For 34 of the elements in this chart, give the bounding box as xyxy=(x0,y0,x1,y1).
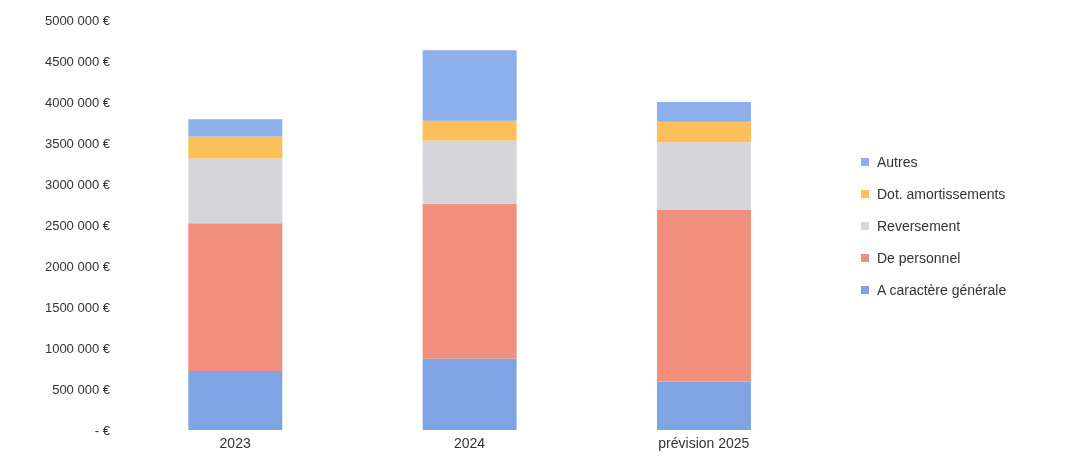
bar xyxy=(188,136,283,159)
bar xyxy=(656,102,751,122)
legend-label: Reversement xyxy=(877,218,961,234)
bar xyxy=(422,358,517,430)
bar xyxy=(656,121,751,143)
y-tick-label: - € xyxy=(94,422,111,438)
y-tick-label: 1500 000 € xyxy=(44,299,111,315)
bar xyxy=(422,203,517,359)
bar xyxy=(422,140,517,204)
y-tick-label: 4500 000 € xyxy=(44,53,111,69)
y-tick-label: 500 000 € xyxy=(52,381,111,397)
bar xyxy=(188,119,283,137)
legend-label: A caractère générale xyxy=(877,282,1007,298)
bar xyxy=(656,142,751,210)
x-tick-label: 2023 xyxy=(219,434,251,451)
bar xyxy=(188,370,283,430)
bar xyxy=(422,50,517,121)
y-tick-label: 3500 000 € xyxy=(44,135,111,151)
x-tick-label: 2024 xyxy=(453,434,486,451)
y-tick-label: 4000 000 € xyxy=(44,94,111,110)
bar xyxy=(188,158,283,224)
y-tick-label: 3000 000 € xyxy=(44,176,111,192)
y-tick-label: 5000 000 € xyxy=(44,12,111,28)
legend-label: Dot. amortissements xyxy=(877,186,1006,202)
x-tick-label: prévision 2025 xyxy=(658,434,750,451)
y-tick-label: 2500 000 € xyxy=(44,217,111,233)
bar xyxy=(656,209,751,382)
legend-label: De personnel xyxy=(877,250,961,266)
y-tick-label: 1000 000 € xyxy=(44,340,111,356)
legend-label: Autres xyxy=(877,154,918,170)
bar xyxy=(656,381,751,430)
bar xyxy=(422,120,517,141)
bar xyxy=(188,223,283,371)
y-tick-label: 2000 000 € xyxy=(44,258,111,274)
